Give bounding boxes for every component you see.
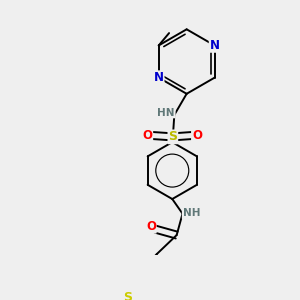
Text: NH: NH (183, 208, 200, 218)
Text: O: O (142, 129, 152, 142)
Text: S: S (123, 291, 132, 300)
Text: O: O (192, 129, 202, 142)
Text: N: N (154, 71, 164, 84)
Text: O: O (146, 220, 156, 233)
Text: N: N (210, 39, 220, 52)
Text: S: S (168, 130, 177, 143)
Text: HN: HN (158, 108, 175, 118)
